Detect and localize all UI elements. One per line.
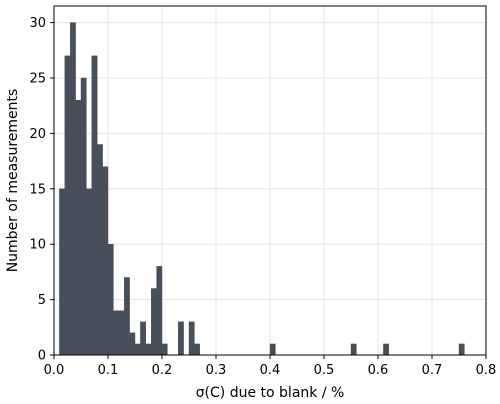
histogram-bar (75, 99, 82, 356)
histogram-bar (350, 343, 357, 356)
histogram-bar (161, 343, 168, 356)
histogram-bar (64, 55, 71, 356)
y-tick-label: 15 (29, 182, 46, 197)
histogram-bar (102, 166, 109, 356)
x-axis-label: σ(C) due to blank / % (196, 385, 345, 401)
x-tick-label: 0.4 (260, 363, 281, 378)
x-tick-label: 0.6 (368, 363, 389, 378)
y-tick-label: 25 (29, 72, 46, 87)
histogram-bar (150, 288, 157, 356)
x-tick-label: 0.1 (98, 363, 119, 378)
histogram-bar (145, 343, 152, 356)
y-tick-label: 10 (29, 238, 46, 253)
y-tick-label: 5 (38, 293, 46, 308)
histogram-bar (80, 77, 87, 356)
histogram-bar (123, 277, 130, 356)
x-tick-label: 0.0 (44, 363, 65, 378)
histogram-bar (86, 188, 93, 356)
x-tick-label: 0.7 (422, 363, 443, 378)
y-tick-label: 0 (38, 349, 46, 364)
histogram-bar (269, 343, 276, 356)
histogram-bar (134, 343, 141, 356)
y-tick-label: 20 (29, 127, 46, 142)
histogram-bar (129, 332, 136, 356)
histogram-bar (140, 321, 146, 356)
x-tick-label: 0.8 (476, 363, 497, 378)
histogram-bar (59, 188, 66, 356)
histogram-bar (118, 310, 125, 356)
bars-layer (59, 22, 465, 356)
ticks-layer: 0.0 0.1 0.2 0.3 0.4 0.5 0.6 0.7 0.8 0 5 10 15 20 25 30 (29, 16, 496, 378)
histogram-bar (383, 343, 389, 356)
x-tick-label: 0.3 (206, 363, 227, 378)
histogram-bar (156, 266, 163, 356)
x-tick-label: 0.5 (314, 363, 335, 378)
histogram-bar (177, 321, 184, 356)
histogram-bar (194, 343, 200, 356)
histogram-bar (458, 343, 465, 356)
y-axis-label: Number of measurements (5, 89, 21, 273)
histogram-bar (188, 321, 195, 356)
histogram-bar (113, 310, 120, 356)
grid-layer (53, 6, 487, 356)
y-tick-label: 30 (29, 16, 46, 31)
histogram-bar (96, 144, 103, 356)
histogram-bar (107, 244, 114, 356)
histogram-bar (91, 55, 98, 356)
histogram-bar (69, 22, 76, 356)
x-tick-label: 0.2 (152, 363, 173, 378)
